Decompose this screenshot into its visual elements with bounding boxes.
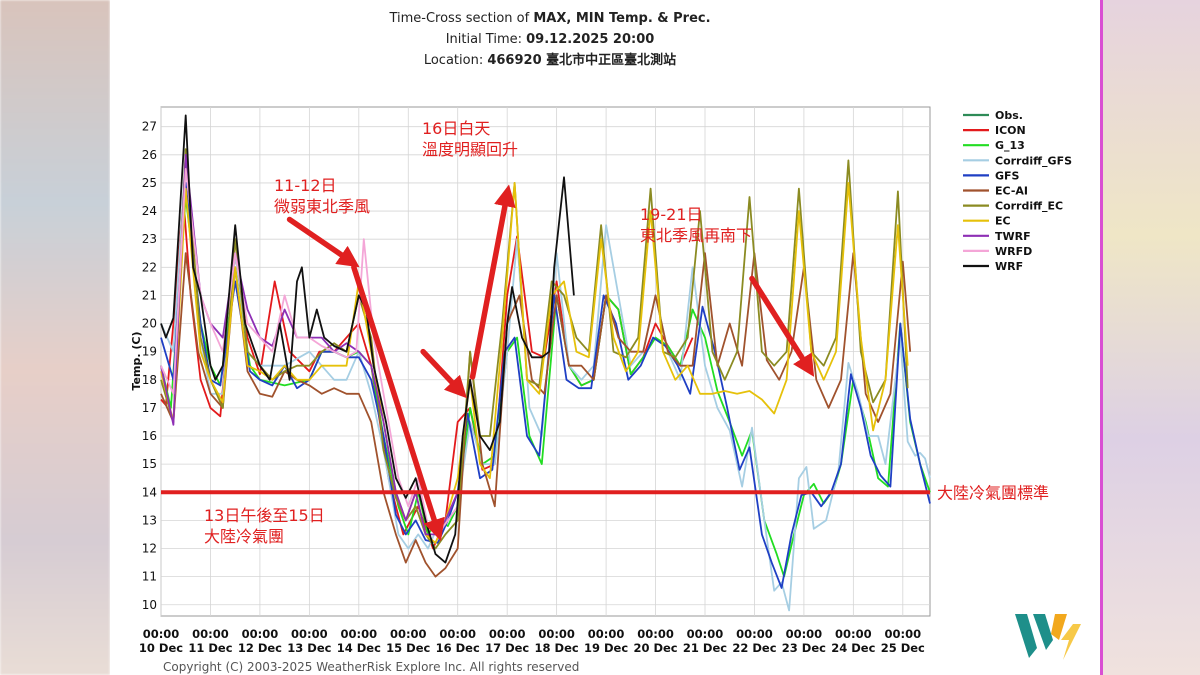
chart-title: Time-Cross section of MAX, MIN Temp. & P… [389,11,711,26]
x-tick-date-label: 21 Dec [683,641,727,655]
x-tick-time-label: 00:00 [192,627,229,641]
trend-arrow [749,275,815,377]
y-tick-label: 14 [142,485,157,499]
annotation-text: 溫度明顯回升 [422,140,518,159]
annotation-text: 東北季風再南下 [640,226,752,245]
x-tick-date-label: 16 Dec [436,641,480,655]
x-tick-time-label: 00:00 [736,627,773,641]
x-tick-time-label: 00:00 [439,627,476,641]
y-tick-label: 19 [142,345,157,359]
x-tick-time-label: 00:00 [538,627,575,641]
y-tick-label: 10 [142,598,157,612]
series-line-gfs [160,182,931,589]
y-tick-label: 22 [142,260,157,274]
x-tick-time-label: 00:00 [291,627,328,641]
x-tick-date-label: 22 Dec [732,641,776,655]
x-tick-date-label: 14 Dec [337,641,381,655]
x-tick-time-label: 00:00 [835,627,872,641]
annotation-text: 11-12日 [274,176,337,195]
x-tick-time-label: 00:00 [341,627,378,641]
legend-box [958,103,1090,275]
y-tick-label: 20 [142,317,157,331]
x-tick-date-label: 17 Dec [485,641,529,655]
legend-label: Corrdiff_GFS [995,154,1072,167]
copyright-notice: Copyright (C) 2003-2025 WeatherRisk Expl… [163,660,580,674]
x-tick-date-label: 11 Dec [188,641,232,655]
x-tick-time-label: 00:00 [143,627,180,641]
x-tick-time-label: 00:00 [489,627,526,641]
legend-label: TWRF [995,230,1031,243]
x-tick-time-label: 00:00 [786,627,823,641]
y-tick-label: 17 [142,401,157,415]
trend-arrow [420,348,467,399]
chart-title-block: Time-Cross section of MAX, MIN Temp. & P… [0,8,1100,71]
x-tick-time-label: 00:00 [687,627,724,641]
x-tick-date-label: 15 Dec [386,641,430,655]
y-tick-label: 24 [142,204,157,218]
location: Location: 466920 臺北市中正區臺北測站 [423,53,677,68]
y-axis-label: Temp. (C) [130,332,143,391]
x-tick-date-label: 25 Dec [881,641,925,655]
x-tick-date-label: 13 Dec [287,641,331,655]
y-tick-label: 23 [142,232,157,246]
x-tick-time-label: 00:00 [884,627,921,641]
threshold-label: 大陸冷氣團標準 [937,483,1049,502]
legend-label: EC-AI [995,185,1028,198]
legend-label: GFS [995,169,1020,182]
legend-label: EC [995,215,1011,228]
legend-label: WRF [995,260,1023,273]
y-tick-label: 18 [142,373,157,387]
initial-time: Initial Time: 09.12.2025 20:00 [445,32,655,47]
x-tick-date-label: 10 Dec [139,641,183,655]
y-tick-label: 13 [142,513,157,527]
right-background-strip [1100,0,1200,675]
legend-label: G_13 [995,139,1025,152]
annotation-text: 13日午後至15日 [204,506,325,525]
y-tick-label: 25 [142,176,157,190]
weatherrisk-logo-icon [1015,614,1081,660]
x-tick-date-label: 19 Dec [584,641,628,655]
y-tick-label: 26 [142,148,157,162]
y-tick-label: 21 [142,288,157,302]
x-tick-time-label: 00:00 [242,627,279,641]
annotation-text: 大陸冷氣團 [204,527,284,546]
x-tick-date-label: 12 Dec [238,641,282,655]
series-line-wrfd [160,168,459,536]
x-tick-date-label: 24 Dec [831,641,875,655]
x-tick-time-label: 00:00 [637,627,674,641]
trend-arrow [469,184,516,380]
series-line-twrf [160,153,459,536]
y-tick-label: 11 [142,570,157,584]
x-tick-time-label: 00:00 [390,627,427,641]
y-tick-label: 15 [142,457,157,471]
trend-arrow [351,264,445,542]
annotation-text: 19-21日 [640,205,703,224]
x-tick-time-label: 00:00 [588,627,625,641]
trend-arrow [286,216,360,268]
x-tick-date-label: 23 Dec [782,641,826,655]
legend-label: WRFD [995,245,1032,258]
y-tick-label: 12 [142,542,157,556]
annotation-text: 16日白天 [422,119,490,138]
legend-label: Corrdiff_EC [995,200,1063,213]
y-tick-label: 16 [142,429,157,443]
x-tick-date-label: 20 Dec [633,641,677,655]
annotation-text: 微弱東北季風 [274,197,370,216]
left-background-strip [0,0,110,675]
y-tick-label: 27 [142,120,157,134]
legend-label: ICON [995,124,1026,137]
x-tick-date-label: 18 Dec [535,641,579,655]
legend-label: Obs. [995,109,1023,122]
